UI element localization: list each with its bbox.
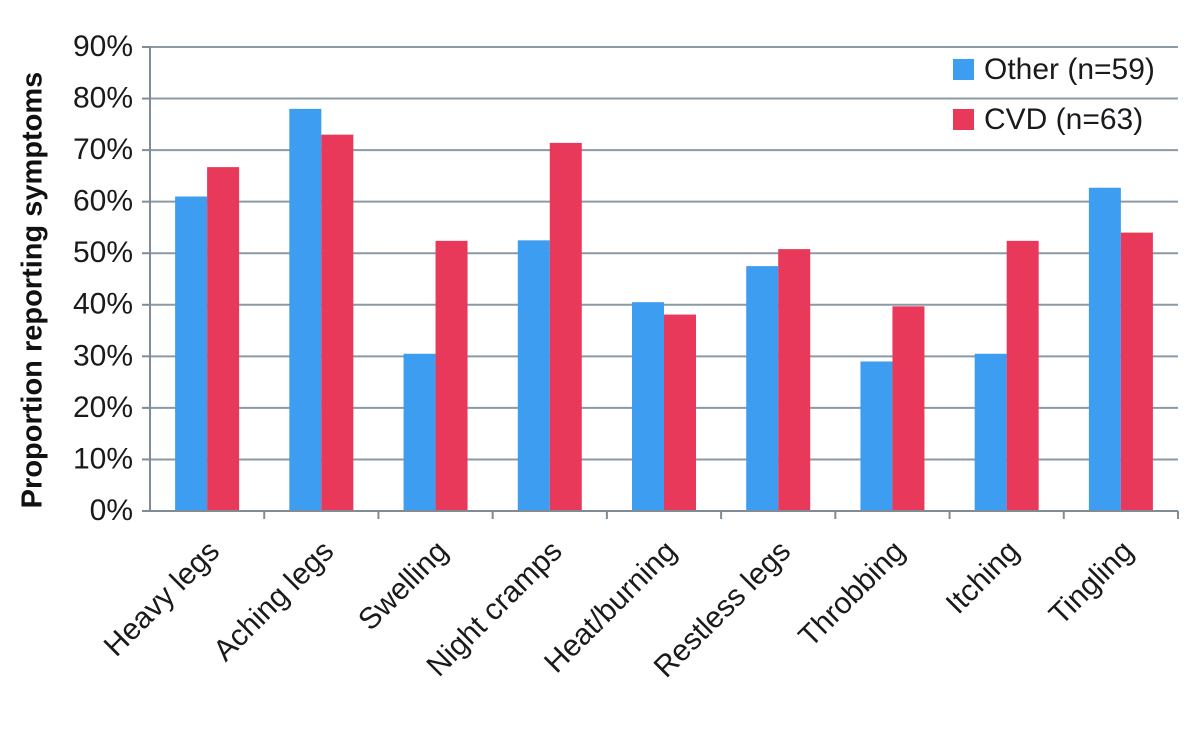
legend-label: Other (n=59) <box>984 53 1155 86</box>
x-category-label: Throbbing <box>793 535 912 654</box>
bar-other-restless-legs <box>746 266 779 511</box>
bar-cvd-heat-burning <box>664 314 696 511</box>
bar-cvd-throbbing <box>892 306 925 511</box>
bar-cvd-aching-legs <box>321 134 354 511</box>
legend-label: CVD (n=63) <box>984 103 1143 136</box>
legend: Other (n=59) CVD (n=63) <box>953 53 1155 136</box>
bars-layer <box>175 108 1153 512</box>
bar-other-heavy-legs <box>175 196 208 511</box>
y-tick-label: 80% <box>73 81 133 114</box>
x-category-label: Aching legs <box>207 535 340 668</box>
bar-cvd-heavy-legs <box>207 167 240 511</box>
axis-layer <box>149 47 1179 519</box>
bar-other-itching <box>974 353 1007 511</box>
bar-cvd-restless-legs <box>778 249 811 511</box>
bar-other-tingling <box>1088 187 1121 511</box>
y-tick-label: 10% <box>73 442 133 475</box>
y-tick-label: 20% <box>73 391 133 424</box>
bar-other-night-cramps <box>517 240 550 512</box>
y-tick-labels: 0% 10% 20% 30% 40% 50% 60% 70% 80% 90% <box>73 30 133 527</box>
y-tick-label: 60% <box>73 185 133 218</box>
bar-other-throbbing <box>860 361 893 511</box>
x-category-label: Itching <box>940 535 1026 621</box>
x-category-label: Tingling <box>1043 535 1140 632</box>
y-axis-title: Proportion reporting symptoms <box>17 72 49 509</box>
y-tick-label: 50% <box>73 236 133 269</box>
bar-other-heat-burning <box>632 302 664 511</box>
bar-other-aching-legs <box>289 108 322 511</box>
legend-swatch <box>953 59 974 80</box>
y-tick-label: 30% <box>73 339 133 372</box>
bar-cvd-tingling <box>1120 232 1153 511</box>
x-category-label: Swelling <box>352 535 454 637</box>
y-tick-label: 70% <box>73 133 133 166</box>
y-tick-label: 90% <box>73 30 133 63</box>
y-tick-label: 0% <box>90 494 133 527</box>
bar-cvd-itching <box>1006 240 1039 512</box>
y-tick-label: 40% <box>73 288 133 321</box>
bar-cvd-night-cramps <box>549 142 582 512</box>
bar-other-swelling <box>403 353 436 511</box>
legend-swatch <box>953 109 974 130</box>
bar-cvd-swelling <box>435 240 468 512</box>
